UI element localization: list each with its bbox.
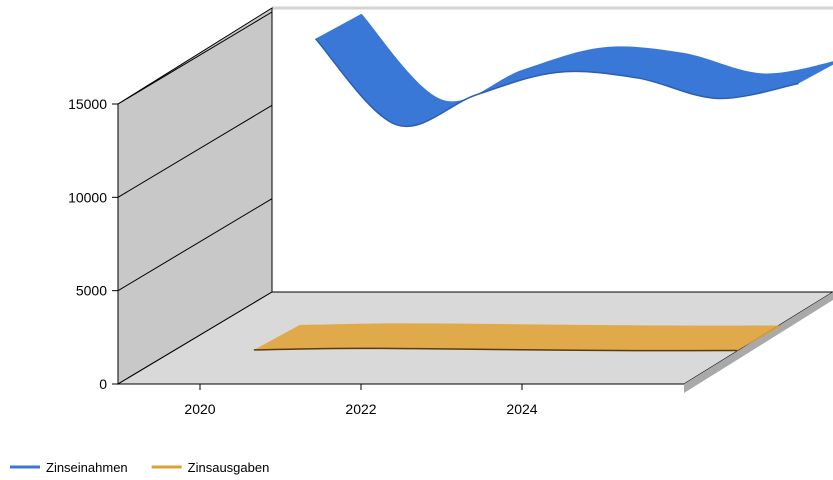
y-axis-ticks: 0 5000 10000 15000 [68, 11, 273, 392]
y-tick-label: 10000 [68, 189, 107, 205]
y-gridline-depth [117, 291, 273, 385]
y-tick-label: 15000 [68, 96, 107, 112]
floor-shadow [684, 292, 833, 393]
series-line-0 [314, 38, 799, 128]
legend-label: Zinseinahmen [46, 460, 128, 475]
x-tick-label: 2024 [506, 401, 537, 417]
x-tick-label: 2020 [184, 401, 215, 417]
x-axis-ticks: 2020 2022 2024 [184, 384, 538, 417]
y-gridline-depth [117, 11, 273, 105]
legend: Zinseinahmen Zinsausgaben [10, 460, 269, 475]
series-ribbons [253, 13, 833, 352]
series-ribbon-0 [315, 13, 833, 127]
y-gridline-depth [117, 198, 273, 292]
legend-label: Zinsausgaben [188, 460, 270, 475]
y-tick-label: 5000 [76, 283, 107, 299]
series-ribbon-1 [253, 323, 783, 351]
x-tick-label: 2022 [345, 401, 376, 417]
y-gridline-depth [117, 104, 273, 198]
y-tick-label: 0 [99, 376, 107, 392]
